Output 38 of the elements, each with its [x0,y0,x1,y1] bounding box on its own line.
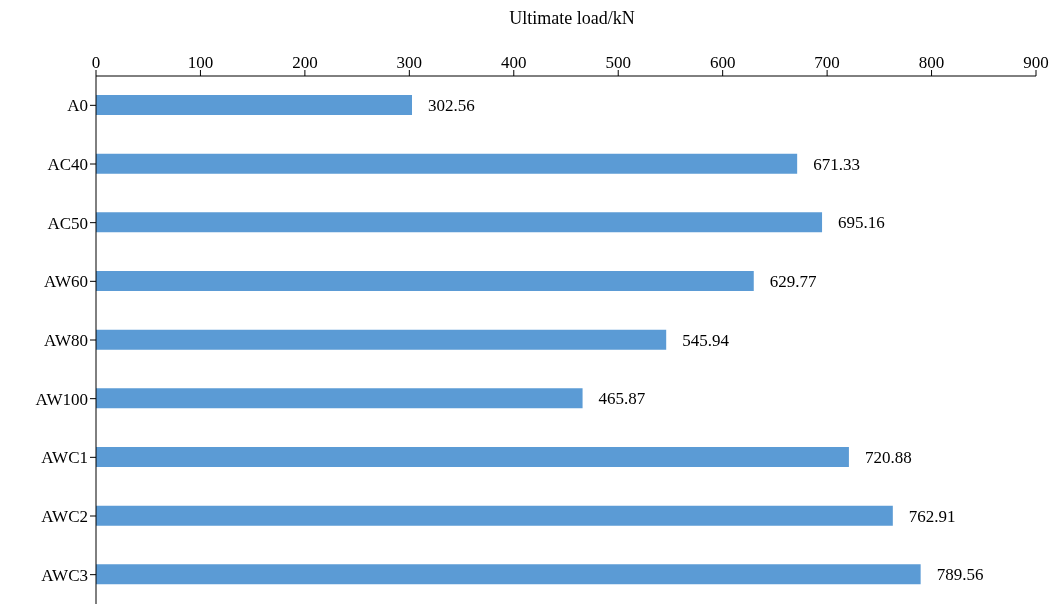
data-label: 695.16 [838,213,885,233]
y-tick-label: AC50 [47,213,88,233]
x-tick-label: 900 [1023,53,1049,72]
bar [96,388,583,409]
bar [96,447,849,467]
y-tick-label: A0 [67,96,88,116]
x-tick-label: 100 [187,53,214,72]
bar [96,505,893,526]
data-label: 671.33 [813,154,860,174]
x-axis-title: Ultimate load/kN [508,8,636,30]
data-label: 545.94 [682,330,730,350]
x-tick-label: 300 [396,53,423,72]
bar [96,564,921,585]
data-label: 465.87 [598,389,646,409]
x-tick-label: 800 [918,53,945,72]
bar [96,95,413,115]
y-tick-label: AWC1 [41,448,88,468]
x-tick-label: 700 [814,53,840,72]
bar [96,329,667,350]
x-tick-label: 500 [605,53,631,72]
x-tick-label: 200 [292,53,318,72]
y-tick-label: AC40 [47,155,88,175]
x-tick-label: 0 [91,53,101,72]
y-tick-label: AWC3 [41,565,88,585]
data-label: 302.56 [428,96,475,116]
bar [96,153,798,174]
data-label: 789.56 [936,565,984,585]
y-tick-label: AW80 [44,331,88,351]
data-label: 762.91 [908,506,956,526]
y-tick-label: AW100 [35,389,88,409]
data-label: 629.77 [769,272,818,292]
bar [96,212,823,233]
x-tick-label: 600 [709,53,736,72]
y-tick-label: AW60 [44,272,88,292]
data-label: 720.88 [864,448,912,468]
bar [96,271,754,291]
x-tick-label: 400 [501,53,527,72]
y-tick-label: AWC2 [41,507,88,527]
